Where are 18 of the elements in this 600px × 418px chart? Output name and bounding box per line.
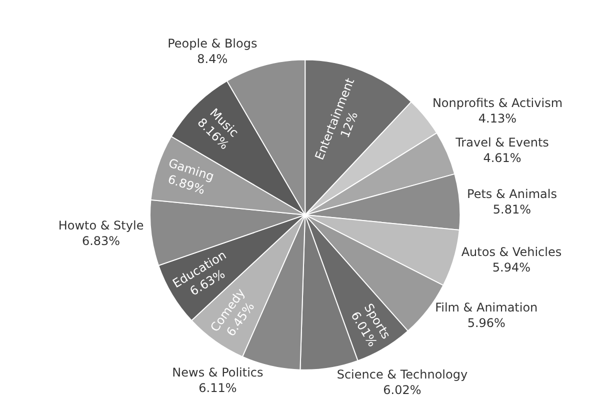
slice-label: Nonprofits & Activism: [432, 96, 563, 110]
data-label: 6.02%: [383, 383, 422, 398]
data-label: 5.81%: [492, 202, 532, 216]
slice-label: News & Politics: [172, 365, 264, 380]
data-label: 4.61%: [483, 151, 522, 166]
slice-label: Pets & Animals: [467, 186, 557, 201]
data-label: 6.83%: [82, 234, 120, 248]
slice-label: Travel & Events: [454, 136, 549, 150]
data-label: 6.11%: [198, 380, 237, 395]
slice-label: Autos & Vehicles: [461, 244, 562, 259]
data-label: 4.13%: [478, 111, 517, 126]
slice-label: Film & Animation: [435, 300, 538, 315]
data-label: 8.4%: [197, 52, 228, 66]
slice-label: Howto & Style: [58, 218, 144, 233]
data-label: 5.94%: [492, 260, 531, 274]
slice-label: People & Blogs: [168, 36, 258, 51]
data-label: 5.96%: [467, 316, 506, 330]
slice-label: Science & Technology: [336, 368, 468, 382]
